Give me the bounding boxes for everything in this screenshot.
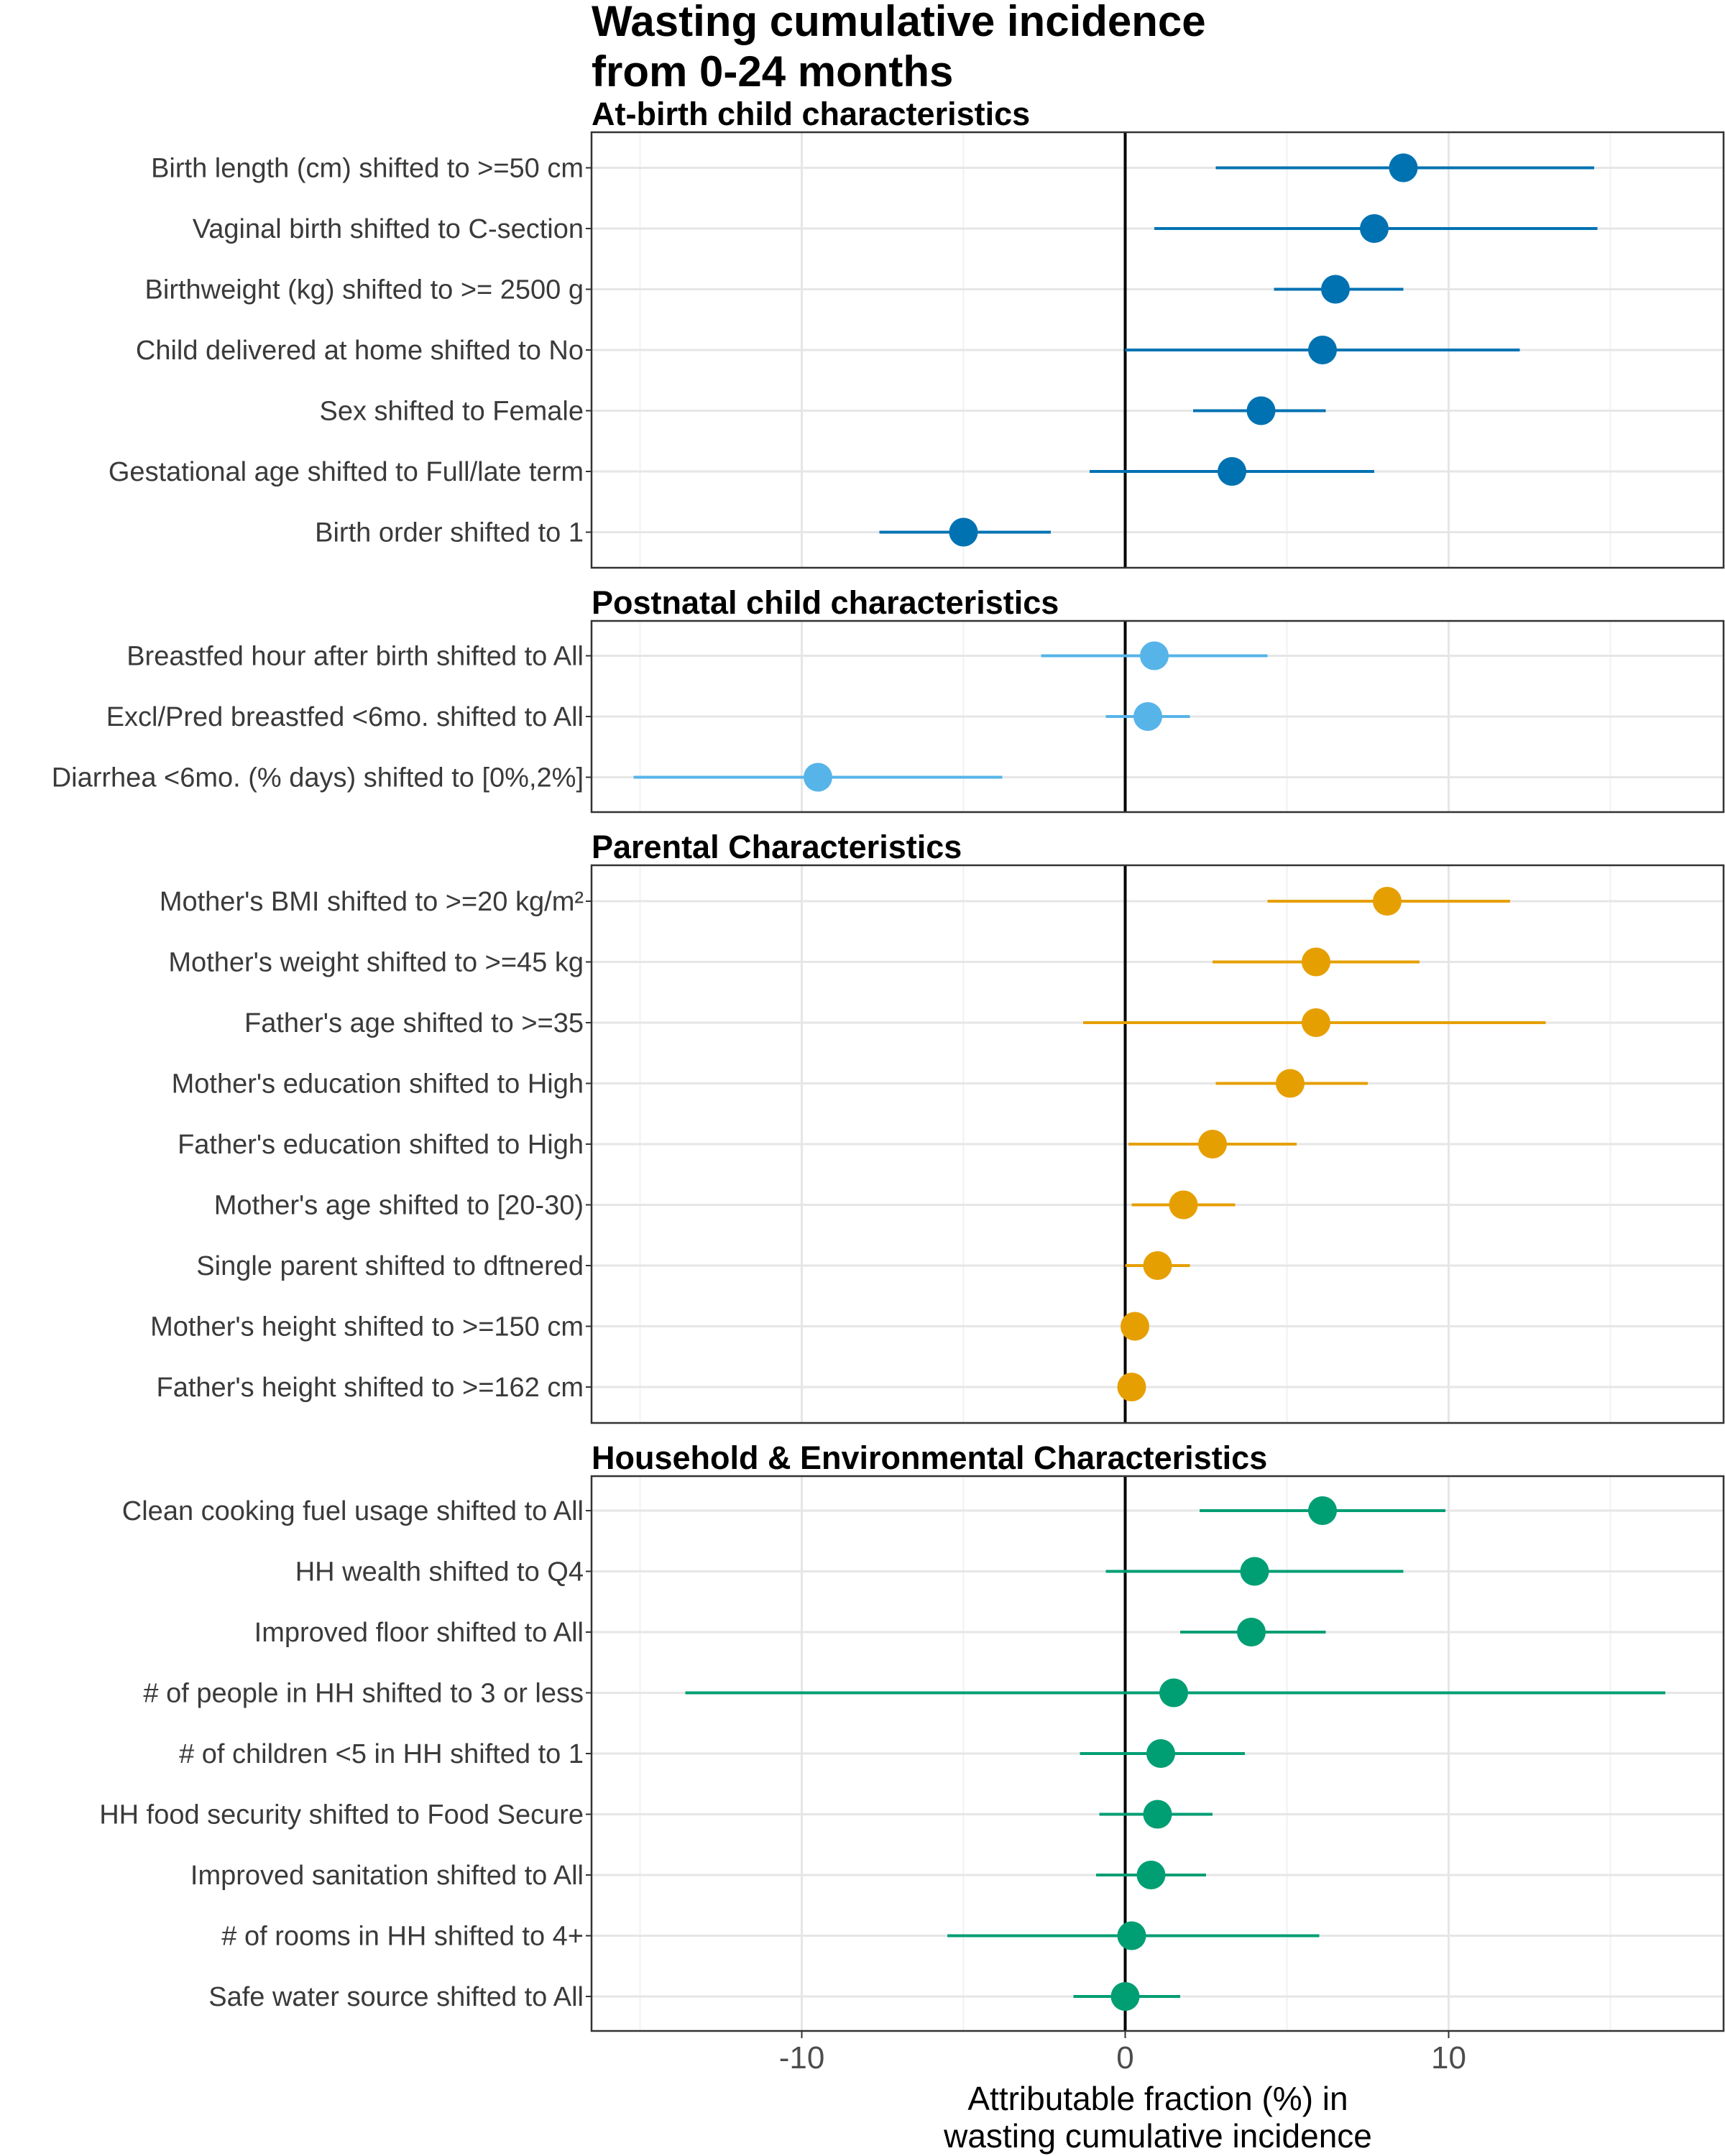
point-estimate: [1308, 1496, 1337, 1525]
row-label: Improved floor shifted to All: [254, 1618, 584, 1648]
point-estimate: [1117, 1921, 1146, 1950]
panel-1: At-birth child characteristics Birth leng…: [109, 96, 1725, 569]
row-label: Father's height shifted to >=162 cm: [157, 1373, 584, 1403]
x-axis: -10 0 10: [779, 2031, 1466, 2076]
panel-4: Household & Environmental Characteristic…: [99, 1439, 1725, 2032]
point-estimate: [1373, 887, 1402, 916]
x-tick-label: 10: [1431, 2040, 1466, 2076]
panel-title: Parental Characteristics: [592, 829, 962, 865]
row-label: Gestational age shifted to Full/late ter…: [109, 457, 584, 487]
row-label: Mother's BMI shifted to >=20 kg/m²: [160, 887, 584, 917]
row-label: Excl/Pred breastfed <6mo. shifted to All: [106, 702, 584, 732]
row-label: Birth order shifted to 1: [315, 518, 584, 548]
panel-2: Postnatal child characteristics Breastfed…: [52, 584, 1725, 814]
row-label: Birth length (cm) shifted to >=50 cm: [151, 154, 584, 184]
point-estimate: [1240, 1557, 1269, 1586]
panel-3: Parental Characteristics Mother's BMI shi…: [150, 829, 1725, 1424]
point-estimate: [804, 763, 832, 792]
point-estimate: [1218, 457, 1246, 486]
point-estimate: [1321, 275, 1350, 304]
row-label: Single parent shifted to dftnered: [196, 1251, 584, 1281]
point-estimate: [1143, 1251, 1172, 1280]
row-label: Mother's education shifted to High: [172, 1069, 584, 1100]
row-label: # of people in HH shifted to 3 or less: [143, 1679, 584, 1709]
point-estimate: [1246, 396, 1276, 425]
chart-title-line-2: from 0-24 months: [592, 47, 953, 96]
row-label: Vaginal birth shifted to C-section: [193, 214, 584, 244]
point-estimate: [949, 517, 978, 547]
x-axis-label-line-1: Attributable fraction (%) in: [967, 2080, 1348, 2117]
panel-frame: [590, 864, 1725, 1424]
row-label: Mother's weight shifted to >=45 kg: [168, 948, 584, 978]
panel-frame: [590, 131, 1725, 569]
point-estimate: [1110, 1982, 1140, 2011]
row-label: Child delivered at home shifted to No: [136, 336, 584, 366]
point-estimate: [1302, 1008, 1330, 1037]
row-label: Sex shifted to Female: [319, 397, 584, 427]
panel-title: Postnatal child characteristics: [592, 584, 1059, 621]
chart-title-line-1: Wasting cumulative incidence: [592, 0, 1206, 45]
point-estimate: [1198, 1130, 1227, 1158]
x-tick-label: 0: [1116, 2040, 1133, 2076]
point-estimate: [1133, 702, 1162, 731]
panel-title: Household & Environmental Characteristic…: [592, 1439, 1267, 1476]
x-tick-label: -10: [779, 2040, 825, 2076]
row-label: Father's education shifted to High: [178, 1130, 584, 1160]
row-label: Mother's height shifted to >=150 cm: [150, 1312, 584, 1342]
row-label: # of children <5 in HH shifted to 1: [179, 1739, 584, 1769]
point-estimate: [1302, 947, 1330, 977]
point-estimate: [1276, 1069, 1305, 1098]
panel-title: At-birth child characteristics: [592, 96, 1030, 132]
panel-frame: [590, 1475, 1725, 2032]
point-estimate: [1140, 641, 1169, 671]
point-estimate: [1159, 1678, 1188, 1708]
row-label: Father's age shifted to >=35: [244, 1008, 584, 1038]
point-estimate: [1143, 1800, 1172, 1829]
point-estimate: [1389, 153, 1418, 183]
point-estimate: [1169, 1190, 1198, 1220]
row-label: Diarrhea <6mo. (% days) shifted to [0%,2…: [52, 763, 584, 793]
point-estimate: [1237, 1618, 1266, 1646]
point-estimate: [1117, 1373, 1146, 1401]
row-label: Clean cooking fuel usage shifted to All: [122, 1496, 584, 1526]
point-estimate: [1136, 1861, 1166, 1889]
row-label: Breastfed hour after birth shifted to Al…: [126, 642, 584, 672]
row-label: Birthweight (kg) shifted to >= 2500 g: [145, 275, 584, 305]
point-estimate: [1360, 214, 1389, 243]
row-label: Safe water source shifted to All: [208, 1982, 584, 2012]
point-estimate: [1121, 1312, 1149, 1341]
row-label: HH food security shifted to Food Secure: [99, 1800, 584, 1830]
point-estimate: [1308, 336, 1337, 364]
row-label: Improved sanitation shifted to All: [190, 1861, 584, 1891]
x-axis-label-line-2: wasting cumulative incidence: [943, 2117, 1372, 2155]
panels-group: At-birth child characteristics Birth leng…: [52, 96, 1725, 2032]
row-label: HH wealth shifted to Q4: [295, 1557, 584, 1588]
row-label: # of rooms in HH shifted to 4+: [221, 1922, 584, 1952]
panel-frame: [590, 619, 1725, 814]
row-label: Mother's age shifted to [20-30): [214, 1191, 584, 1221]
point-estimate: [1146, 1739, 1175, 1768]
